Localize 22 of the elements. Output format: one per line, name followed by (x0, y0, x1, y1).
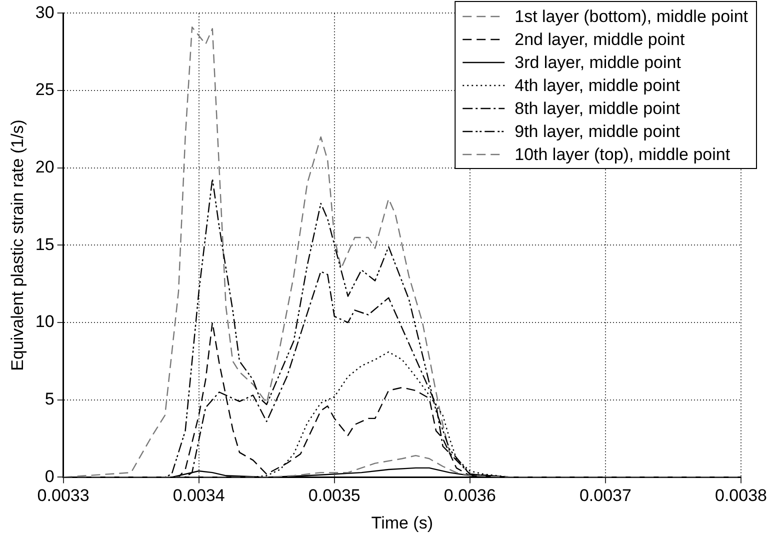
y-tick-label: 10 (35, 312, 54, 332)
x-tick-label: 0.0033 (37, 486, 90, 506)
y-tick-label: 30 (35, 2, 54, 22)
y-tick-label: 5 (44, 390, 54, 409)
x-tick-label: 0.0036 (444, 486, 496, 506)
y-axis-title: Equivalent plastic strain rate (1/s) (8, 120, 27, 371)
legend-label: 3rd layer, middle point (514, 53, 682, 72)
x-tick-label: 0.0034 (172, 486, 225, 506)
legend-label: 1st layer (bottom), middle point (514, 7, 748, 26)
legend-label: 2nd layer, middle point (514, 30, 686, 50)
x-tick-label: 0.0035 (308, 486, 360, 506)
legend-label: 9th layer, middle point (514, 122, 680, 142)
x-tick-label: 0.0038 (715, 486, 767, 506)
legend-label: 8th layer, middle point (514, 99, 680, 118)
y-tick-label: 20 (35, 158, 54, 177)
legend-label: 10th layer (top), middle point (514, 145, 730, 164)
x-axis-title: Time (s) (371, 513, 434, 532)
legend-label: 4th layer, middle point (514, 76, 680, 96)
y-tick-label: 25 (35, 80, 54, 100)
y-tick-label: 15 (35, 234, 54, 254)
y-tick-label: 0 (44, 466, 54, 486)
x-tick-label: 0.0037 (579, 486, 632, 506)
